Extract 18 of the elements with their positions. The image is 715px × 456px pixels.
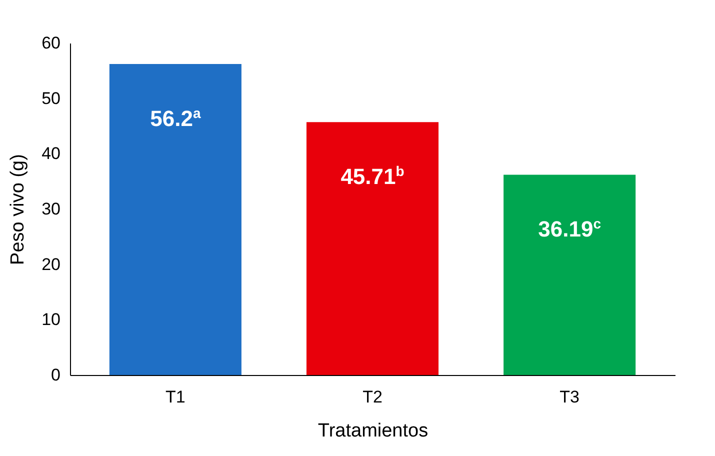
data-label: 36.19$^{c}$ — [538, 216, 602, 242]
y-axis-title: Peso vivo (g) — [8, 154, 29, 265]
y-tick-label: 40 — [42, 144, 60, 164]
y-tick-label: 60 — [42, 34, 60, 52]
x-axis-title: Tratamientos — [318, 420, 428, 442]
y-tick-label: 20 — [42, 254, 60, 274]
bar — [504, 174, 636, 375]
bar — [109, 64, 242, 375]
x-tick-label: T2 — [362, 388, 382, 406]
y-tick-label: 0 — [51, 366, 60, 384]
y-tick-label: 10 — [42, 310, 60, 330]
data-label: 45.71$^{b}$ — [340, 163, 404, 190]
y-tick-label: 30 — [42, 200, 60, 218]
x-tick-label: T3 — [560, 388, 580, 406]
y-tick-label: 50 — [42, 88, 60, 108]
bar — [306, 122, 439, 375]
data-label: 56.2$^{a}$ — [150, 105, 201, 132]
x-tick-label: T1 — [166, 388, 186, 406]
